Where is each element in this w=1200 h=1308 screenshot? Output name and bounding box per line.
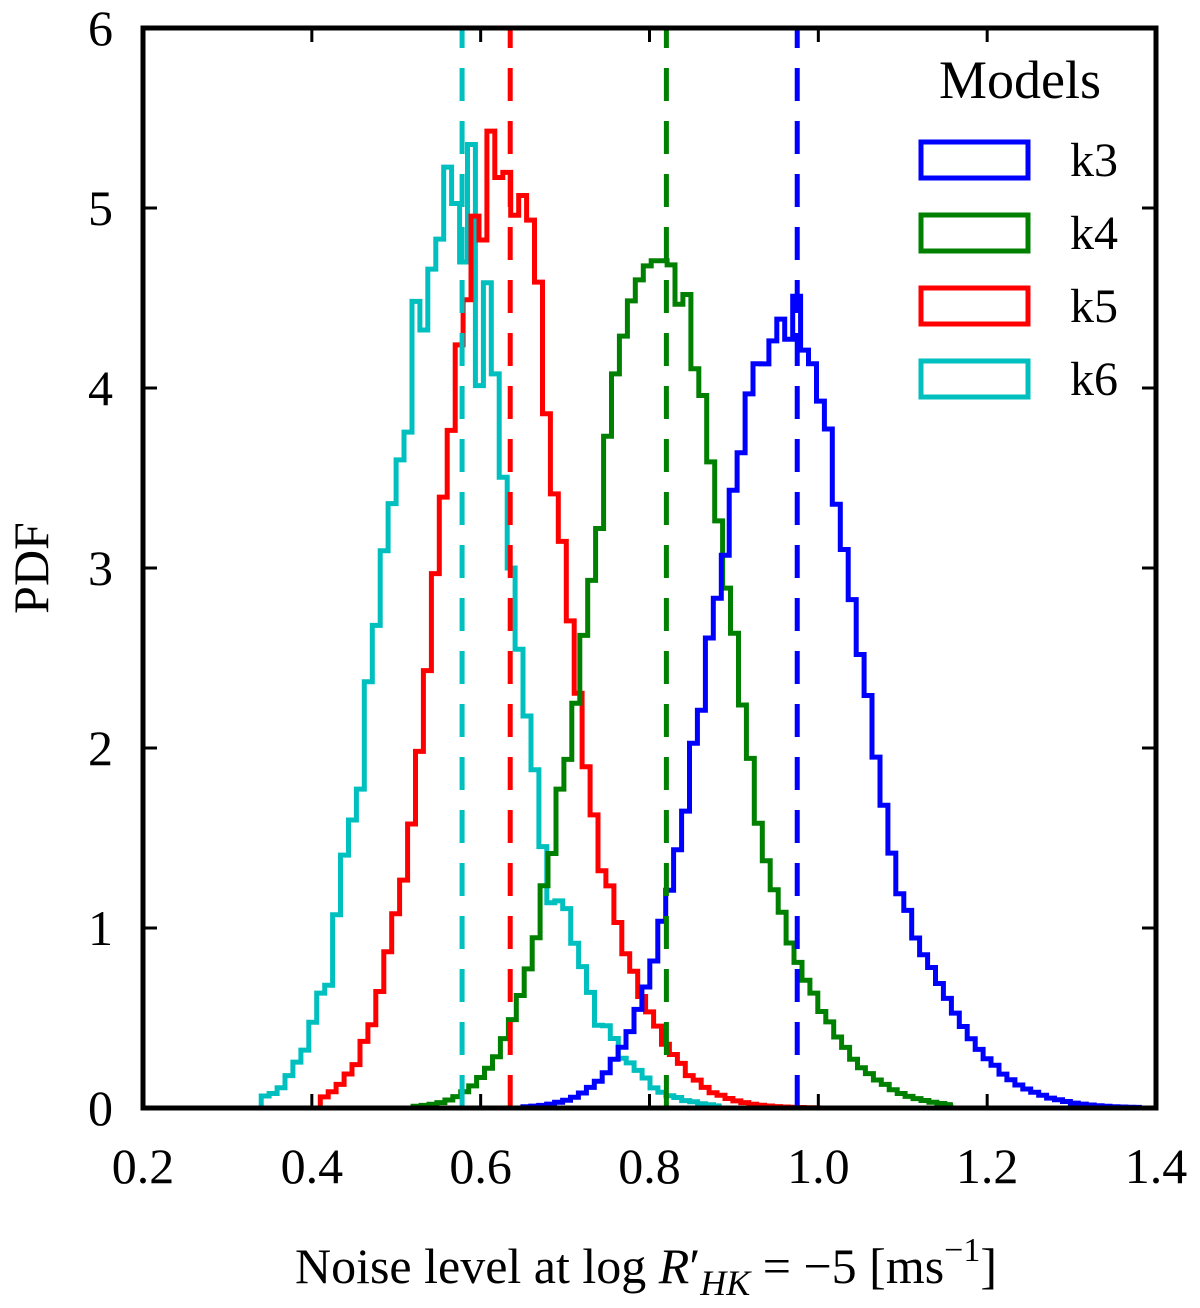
x-axis-label: Noise level at log R′HK = −5 [ms−1] (295, 1232, 997, 1303)
histogram-k3 (520, 293, 1143, 1111)
x-tick-label: 1.2 (956, 1138, 1019, 1194)
x-axis-label-suffix: ] (980, 1238, 997, 1294)
legend-swatch-k5 (918, 285, 1031, 327)
legend-label-k4: k4 (1070, 207, 1118, 260)
x-tick-label: 0.4 (281, 1138, 344, 1194)
median-lines-layer (459, 28, 800, 1108)
legend-label-k5: k5 (1070, 280, 1118, 333)
x-axis-label-subscript: HK (699, 1263, 752, 1303)
histogram-k5 (317, 128, 821, 1111)
histogram-k4 (410, 258, 954, 1111)
x-tick-label: 0.2 (112, 1138, 175, 1194)
y-tick-label: 3 (88, 540, 113, 596)
y-tick-label: 2 (88, 720, 113, 776)
x-tick-label: 1.0 (787, 1138, 850, 1194)
histogram-series-layer (258, 128, 1143, 1111)
legend-label-k3: k3 (1070, 134, 1118, 187)
y-tick-label: 1 (88, 900, 113, 956)
y-tick-label: 5 (88, 180, 113, 236)
legend-label-k6: k6 (1070, 353, 1118, 406)
legend-swatch-k4 (918, 212, 1031, 254)
y-tick-label: 6 (88, 0, 113, 56)
y-tick-label: 4 (88, 360, 113, 416)
x-tick-label: 0.8 (618, 1138, 681, 1194)
x-axis-label-prime: ′ (689, 1238, 700, 1294)
legend: Models k3 k4 k5 k6 (918, 50, 1118, 406)
x-axis-label-prefix: Noise level at log (295, 1238, 659, 1294)
x-axis-label-middle: = −5 [ms (750, 1238, 944, 1294)
x-axis-label-variable: R (658, 1238, 690, 1294)
x-tick-label: 0.6 (449, 1138, 512, 1194)
legend-title: Models (939, 50, 1101, 110)
axis-ticks-layer: 0.2 0.4 0.6 0.8 1.0 1.2 1.4 0 1 2 3 4 5 6 (88, 0, 1187, 1194)
y-axis-label: PDF (3, 522, 59, 614)
plot-frame (140, 25, 1159, 1111)
legend-swatch-k6 (918, 358, 1031, 400)
y-tick-label: 0 (88, 1080, 113, 1136)
x-tick-label: 1.4 (1125, 1138, 1188, 1194)
x-axis-label-superscript: −1 (944, 1232, 980, 1269)
histogram-k6 (258, 142, 723, 1111)
legend-swatch-k3 (918, 139, 1031, 181)
